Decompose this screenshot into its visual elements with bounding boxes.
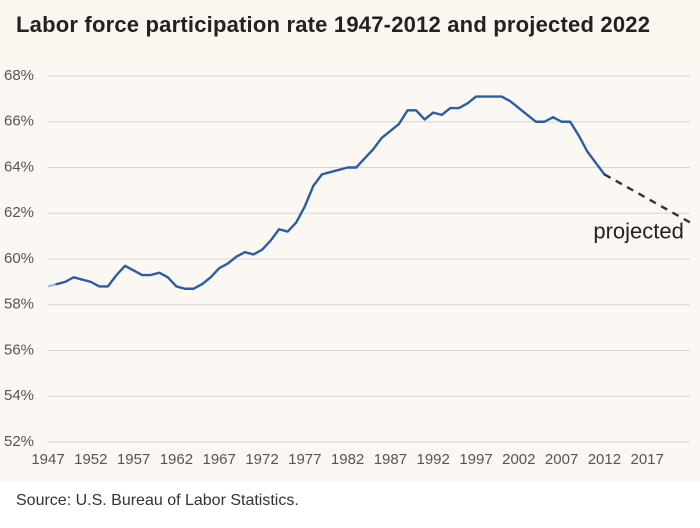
y-tick-label: 52% xyxy=(4,433,34,450)
y-tick-label: 58% xyxy=(4,296,34,313)
chart-title: Labor force participation rate 1947-2012… xyxy=(16,12,684,38)
x-tick-label: 2002 xyxy=(502,451,535,468)
x-tick-label: 2017 xyxy=(631,451,664,468)
y-tick-label: 66% xyxy=(4,113,34,130)
y-tick-label: 64% xyxy=(4,158,34,175)
y-tick-label: 68% xyxy=(4,67,34,84)
x-tick-label: 2012 xyxy=(588,451,621,468)
x-tick-label: 1967 xyxy=(203,451,236,468)
chart-header: Labor force participation rate 1947-2012… xyxy=(0,0,700,62)
y-tick-label: 54% xyxy=(4,387,34,404)
x-tick-label: 1987 xyxy=(374,451,407,468)
series-actual xyxy=(57,97,605,289)
y-tick-label: 60% xyxy=(4,250,34,267)
x-tick-label: 1947 xyxy=(31,451,64,468)
series-projected xyxy=(604,174,690,222)
x-tick-label: 1997 xyxy=(459,451,492,468)
x-tick-label: 1972 xyxy=(245,451,278,468)
x-tick-label: 1992 xyxy=(417,451,450,468)
x-tick-label: 1982 xyxy=(331,451,364,468)
x-tick-label: 1957 xyxy=(117,451,150,468)
projected-label: projected xyxy=(593,218,684,243)
x-tick-label: 1977 xyxy=(288,451,321,468)
source-text: Source: U.S. Bureau of Labor Statistics. xyxy=(16,492,299,509)
x-tick-label: 2007 xyxy=(545,451,578,468)
y-tick-label: 56% xyxy=(4,341,34,358)
chart-area: 52% 54% 56% 58% 60% 62% 64% 66% 68% 1947 1952 1957 1… xyxy=(0,62,700,482)
series-leadin xyxy=(48,284,57,286)
chart-footer: Source: U.S. Bureau of Labor Statistics. xyxy=(0,482,700,520)
y-tick-label: 62% xyxy=(4,204,34,221)
x-tick-label: 1952 xyxy=(74,451,107,468)
line-chart: 52% 54% 56% 58% 60% 62% 64% 66% 68% 1947 1952 1957 1… xyxy=(0,62,700,482)
x-tick-label: 1962 xyxy=(160,451,193,468)
